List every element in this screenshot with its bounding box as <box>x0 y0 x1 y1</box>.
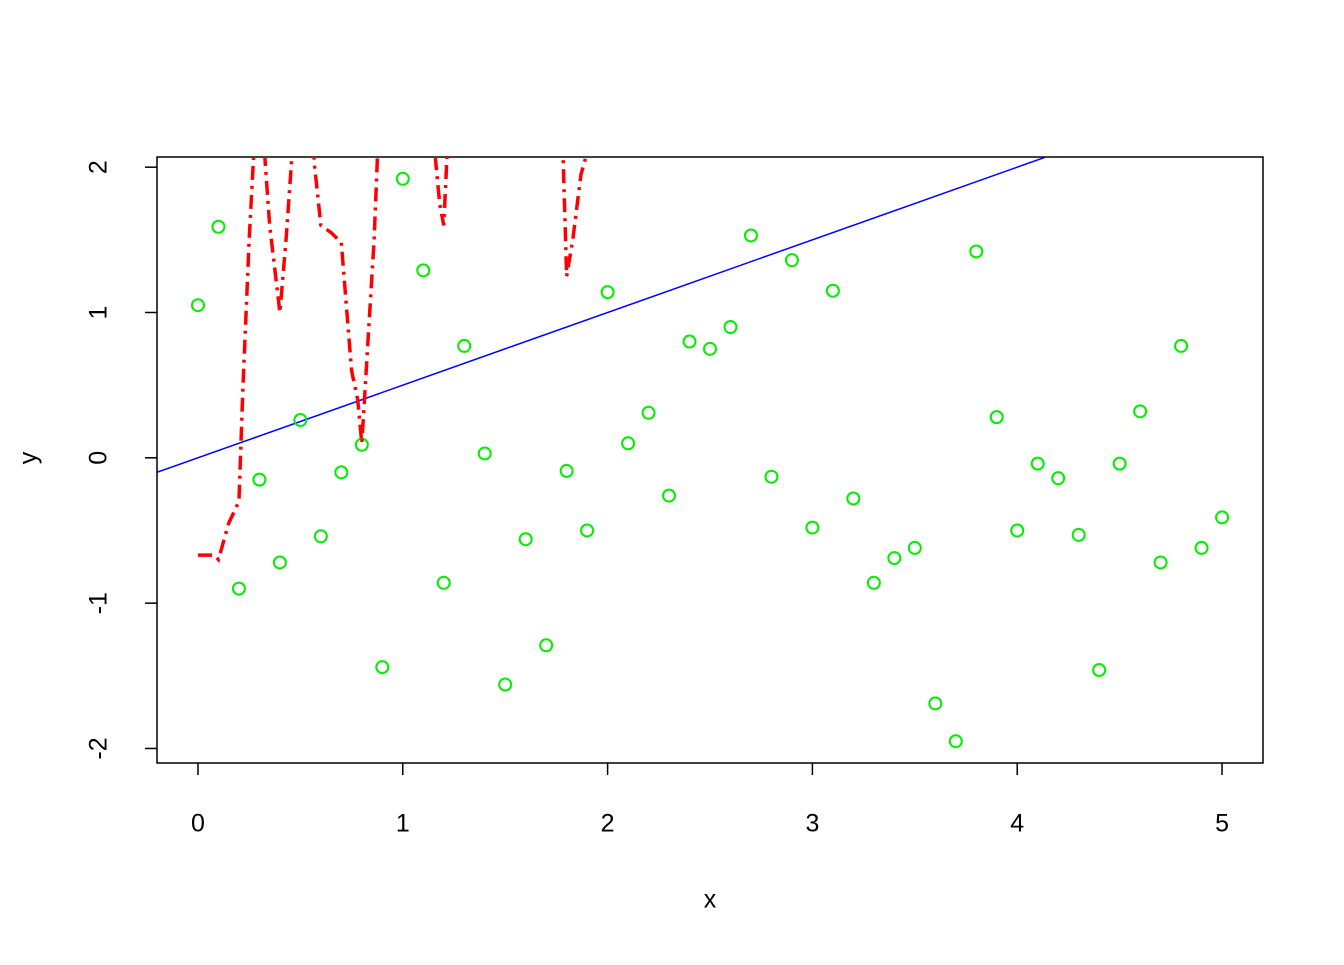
point <box>354 437 369 452</box>
y-tick-label: -1 <box>85 592 113 614</box>
plot-box <box>156 156 1264 764</box>
point <box>211 219 226 234</box>
point <box>1153 555 1168 570</box>
point <box>477 446 492 461</box>
point <box>1051 471 1066 486</box>
point <box>969 244 984 259</box>
point <box>1112 456 1127 471</box>
x-tick-label: 2 <box>601 810 615 838</box>
point <box>559 463 574 478</box>
point <box>334 465 349 480</box>
point <box>375 660 390 675</box>
point <box>498 677 513 692</box>
point <box>1030 456 1045 471</box>
point <box>784 253 799 268</box>
point <box>252 472 267 487</box>
point <box>805 520 820 535</box>
x-axis-label: x <box>704 886 717 914</box>
point <box>416 263 431 278</box>
x-tick-label: 4 <box>1010 810 1024 838</box>
point <box>313 529 328 544</box>
point <box>436 575 451 590</box>
point <box>1071 527 1086 542</box>
x-tick-label: 5 <box>1215 810 1229 838</box>
point <box>1174 338 1189 353</box>
point <box>1092 662 1107 677</box>
y-tick-label: 0 <box>85 451 113 465</box>
point <box>518 532 533 547</box>
curve <box>197 157 588 564</box>
point <box>662 488 677 503</box>
x-tick-label: 3 <box>805 810 819 838</box>
point <box>907 540 922 555</box>
point <box>846 491 861 506</box>
y-tick-label: 2 <box>85 160 113 174</box>
y-axis-label: y <box>15 451 43 464</box>
point <box>866 575 881 590</box>
y-tick-label: -2 <box>85 737 113 759</box>
point <box>395 171 410 186</box>
point <box>580 523 595 538</box>
point <box>1010 523 1025 538</box>
x-tick-label: 0 <box>191 810 205 838</box>
point <box>231 581 246 596</box>
point <box>621 436 636 451</box>
point <box>293 413 308 428</box>
point <box>457 338 472 353</box>
point <box>703 341 717 356</box>
point <box>948 734 963 749</box>
point <box>764 469 779 484</box>
point <box>825 283 840 298</box>
point <box>1133 404 1148 419</box>
fit-line <box>157 157 1049 474</box>
point <box>272 555 287 570</box>
point <box>743 228 758 243</box>
x-tick-label: 1 <box>396 810 410 838</box>
point <box>928 696 943 711</box>
point <box>682 334 697 349</box>
point <box>1215 510 1230 525</box>
point <box>723 320 738 335</box>
point <box>989 410 1004 425</box>
point <box>641 405 656 420</box>
point <box>600 285 615 300</box>
y-tick-label: 1 <box>85 306 113 320</box>
point <box>887 551 902 566</box>
point <box>539 638 554 653</box>
point <box>190 298 205 313</box>
point <box>1194 540 1209 555</box>
